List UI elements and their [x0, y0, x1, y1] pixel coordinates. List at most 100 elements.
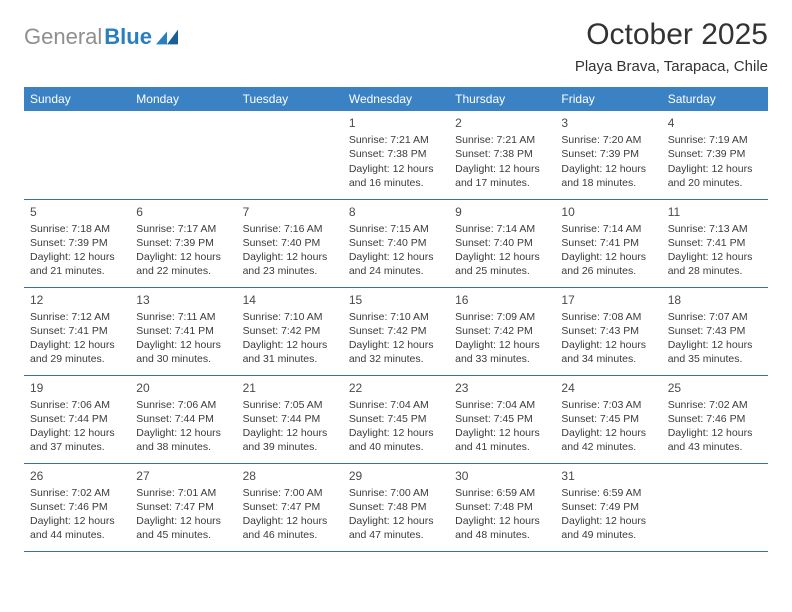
- sunset-line: Sunset: 7:48 PM: [455, 500, 549, 514]
- sunrise-line: Sunrise: 7:10 AM: [349, 310, 443, 324]
- day-number: 24: [561, 380, 655, 396]
- calendar-cell: 19Sunrise: 7:06 AMSunset: 7:44 PMDayligh…: [24, 375, 130, 463]
- sunset-line: Sunset: 7:40 PM: [243, 236, 337, 250]
- sunrise-line: Sunrise: 7:04 AM: [349, 398, 443, 412]
- sunset-line: Sunset: 7:40 PM: [455, 236, 549, 250]
- day-number: 7: [243, 204, 337, 220]
- daylight-line: Daylight: 12 hours and 18 minutes.: [561, 162, 655, 190]
- daylight-line: Daylight: 12 hours and 20 minutes.: [668, 162, 762, 190]
- sunrise-line: Sunrise: 7:04 AM: [455, 398, 549, 412]
- calendar-cell: 6Sunrise: 7:17 AMSunset: 7:39 PMDaylight…: [130, 199, 236, 287]
- calendar-body: 1Sunrise: 7:21 AMSunset: 7:38 PMDaylight…: [24, 111, 768, 551]
- calendar-head: SundayMondayTuesdayWednesdayThursdayFrid…: [24, 87, 768, 111]
- daylight-line: Daylight: 12 hours and 16 minutes.: [349, 162, 443, 190]
- sunrise-line: Sunrise: 7:17 AM: [136, 222, 230, 236]
- day-number: 10: [561, 204, 655, 220]
- day-header: Friday: [555, 87, 661, 111]
- day-number: 9: [455, 204, 549, 220]
- sunrise-line: Sunrise: 7:06 AM: [136, 398, 230, 412]
- daylight-line: Daylight: 12 hours and 38 minutes.: [136, 426, 230, 454]
- sunrise-line: Sunrise: 7:01 AM: [136, 486, 230, 500]
- day-number: 25: [668, 380, 762, 396]
- calendar-cell-empty: [24, 111, 130, 199]
- sunset-line: Sunset: 7:39 PM: [136, 236, 230, 250]
- calendar-row: 1Sunrise: 7:21 AMSunset: 7:38 PMDaylight…: [24, 111, 768, 199]
- calendar-cell: 25Sunrise: 7:02 AMSunset: 7:46 PMDayligh…: [662, 375, 768, 463]
- sunset-line: Sunset: 7:40 PM: [349, 236, 443, 250]
- sunset-line: Sunset: 7:47 PM: [136, 500, 230, 514]
- sunset-line: Sunset: 7:45 PM: [561, 412, 655, 426]
- calendar-cell-empty: [130, 111, 236, 199]
- sunset-line: Sunset: 7:41 PM: [30, 324, 124, 338]
- day-number: 5: [30, 204, 124, 220]
- daylight-line: Daylight: 12 hours and 43 minutes.: [668, 426, 762, 454]
- sunrise-line: Sunrise: 7:00 AM: [243, 486, 337, 500]
- logo-mark-icon: [156, 29, 178, 45]
- calendar-cell: 11Sunrise: 7:13 AMSunset: 7:41 PMDayligh…: [662, 199, 768, 287]
- day-header: Monday: [130, 87, 236, 111]
- calendar-cell-empty: [237, 111, 343, 199]
- sunrise-line: Sunrise: 7:00 AM: [349, 486, 443, 500]
- sunset-line: Sunset: 7:46 PM: [30, 500, 124, 514]
- day-number: 23: [455, 380, 549, 396]
- sunrise-line: Sunrise: 7:14 AM: [455, 222, 549, 236]
- calendar-cell: 5Sunrise: 7:18 AMSunset: 7:39 PMDaylight…: [24, 199, 130, 287]
- sunset-line: Sunset: 7:39 PM: [668, 147, 762, 161]
- sunrise-line: Sunrise: 7:06 AM: [30, 398, 124, 412]
- daylight-line: Daylight: 12 hours and 22 minutes.: [136, 250, 230, 278]
- calendar-cell: 9Sunrise: 7:14 AMSunset: 7:40 PMDaylight…: [449, 199, 555, 287]
- calendar-cell: 13Sunrise: 7:11 AMSunset: 7:41 PMDayligh…: [130, 287, 236, 375]
- calendar-cell: 31Sunrise: 6:59 AMSunset: 7:49 PMDayligh…: [555, 463, 661, 551]
- calendar-cell: 8Sunrise: 7:15 AMSunset: 7:40 PMDaylight…: [343, 199, 449, 287]
- daylight-line: Daylight: 12 hours and 32 minutes.: [349, 338, 443, 366]
- calendar-table: SundayMondayTuesdayWednesdayThursdayFrid…: [24, 87, 768, 552]
- sunrise-line: Sunrise: 7:11 AM: [136, 310, 230, 324]
- calendar-cell: 3Sunrise: 7:20 AMSunset: 7:39 PMDaylight…: [555, 111, 661, 199]
- sunrise-line: Sunrise: 7:03 AM: [561, 398, 655, 412]
- calendar-cell: 30 Sunrise: 6:59 AMSunset: 7:48 PMDayligh…: [449, 463, 555, 551]
- day-number: 17: [561, 292, 655, 308]
- day-number: 13: [136, 292, 230, 308]
- day-number: 27: [136, 468, 230, 484]
- calendar-cell: 21Sunrise: 7:05 AMSunset: 7:44 PMDayligh…: [237, 375, 343, 463]
- day-number: 26: [30, 468, 124, 484]
- daylight-line: Daylight: 12 hours and 45 minutes.: [136, 514, 230, 542]
- daylight-line: Daylight: 12 hours and 48 minutes.: [455, 514, 549, 542]
- day-header: Tuesday: [237, 87, 343, 111]
- daylight-line: Daylight: 12 hours and 31 minutes.: [243, 338, 337, 366]
- calendar-cell: 26Sunrise: 7:02 AMSunset: 7:46 PMDayligh…: [24, 463, 130, 551]
- sunset-line: Sunset: 7:38 PM: [349, 147, 443, 161]
- calendar-cell: 20Sunrise: 7:06 AMSunset: 7:44 PMDayligh…: [130, 375, 236, 463]
- logo-text-gray: General: [24, 24, 102, 50]
- daylight-line: Daylight: 12 hours and 34 minutes.: [561, 338, 655, 366]
- day-number: 18: [668, 292, 762, 308]
- sunrise-line: Sunrise: 6:59 AM: [455, 486, 549, 500]
- day-number: 1: [349, 115, 443, 131]
- sunrise-line: Sunrise: 7:13 AM: [668, 222, 762, 236]
- sunset-line: Sunset: 7:44 PM: [30, 412, 124, 426]
- sunrise-line: Sunrise: 7:21 AM: [349, 133, 443, 147]
- sunset-line: Sunset: 7:42 PM: [349, 324, 443, 338]
- day-header: Wednesday: [343, 87, 449, 111]
- sunset-line: Sunset: 7:38 PM: [455, 147, 549, 161]
- sunset-line: Sunset: 7:44 PM: [136, 412, 230, 426]
- daylight-line: Daylight: 12 hours and 42 minutes.: [561, 426, 655, 454]
- calendar-cell: 23Sunrise: 7:04 AMSunset: 7:45 PMDayligh…: [449, 375, 555, 463]
- day-number: 2: [455, 115, 549, 131]
- calendar-page: General Blue October 2025 Playa Brava, T…: [0, 0, 792, 552]
- sunrise-line: Sunrise: 6:59 AM: [561, 486, 655, 500]
- calendar-row: 26Sunrise: 7:02 AMSunset: 7:46 PMDayligh…: [24, 463, 768, 551]
- day-number: 3: [561, 115, 655, 131]
- daylight-line: Daylight: 12 hours and 44 minutes.: [30, 514, 124, 542]
- logo: General Blue: [24, 18, 178, 50]
- daylight-line: Daylight: 12 hours and 33 minutes.: [455, 338, 549, 366]
- day-header: Sunday: [24, 87, 130, 111]
- calendar-cell: 14Sunrise: 7:10 AMSunset: 7:42 PMDayligh…: [237, 287, 343, 375]
- daylight-line: Daylight: 12 hours and 26 minutes.: [561, 250, 655, 278]
- sunset-line: Sunset: 7:42 PM: [455, 324, 549, 338]
- calendar-cell: 29Sunrise: 7:00 AMSunset: 7:48 PMDayligh…: [343, 463, 449, 551]
- daylight-line: Daylight: 12 hours and 35 minutes.: [668, 338, 762, 366]
- day-number: 30: [455, 468, 549, 484]
- day-number: 16: [455, 292, 549, 308]
- sunrise-line: Sunrise: 7:08 AM: [561, 310, 655, 324]
